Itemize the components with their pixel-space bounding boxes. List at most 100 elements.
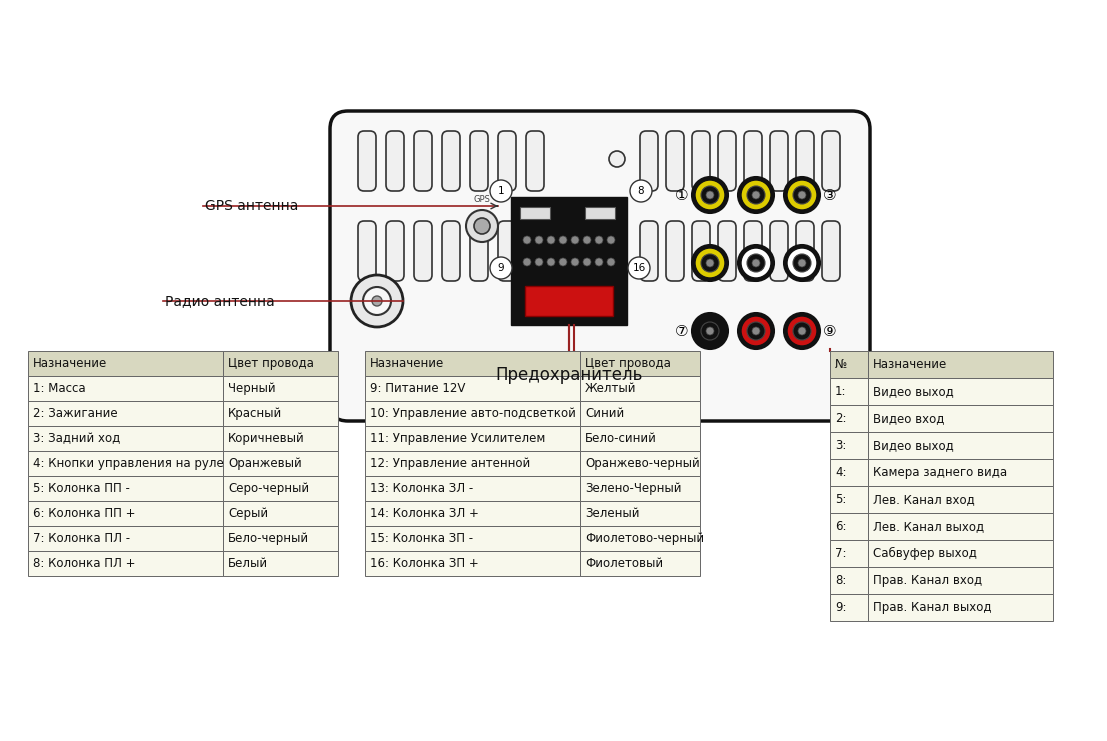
Bar <box>830 540 868 567</box>
Circle shape <box>535 258 544 266</box>
FancyBboxPatch shape <box>823 131 840 191</box>
Bar <box>580 426 700 451</box>
Text: Видео вход: Видео вход <box>873 412 944 425</box>
FancyBboxPatch shape <box>498 131 516 191</box>
Text: Фиолетовый: Фиолетовый <box>584 557 663 570</box>
Circle shape <box>607 258 615 266</box>
Bar <box>223 376 338 401</box>
Text: ⑨: ⑨ <box>824 324 837 339</box>
Circle shape <box>692 177 728 213</box>
Bar <box>223 426 338 451</box>
Circle shape <box>628 257 650 279</box>
Circle shape <box>559 258 567 266</box>
Bar <box>868 567 1053 594</box>
FancyBboxPatch shape <box>470 221 488 281</box>
Bar <box>868 351 1053 378</box>
Bar <box>365 426 580 451</box>
Circle shape <box>594 236 603 244</box>
FancyBboxPatch shape <box>442 221 461 281</box>
Bar <box>830 432 868 459</box>
Circle shape <box>784 245 820 281</box>
Text: 6: Колонка ПП +: 6: Колонка ПП + <box>33 507 135 520</box>
Bar <box>580 551 700 576</box>
Circle shape <box>692 313 728 349</box>
Text: 1: Масса: 1: Масса <box>33 382 85 395</box>
FancyBboxPatch shape <box>442 131 461 191</box>
Circle shape <box>787 316 817 346</box>
FancyBboxPatch shape <box>414 221 432 281</box>
Circle shape <box>752 259 761 267</box>
FancyBboxPatch shape <box>666 221 684 281</box>
Circle shape <box>747 254 765 272</box>
Circle shape <box>583 258 591 266</box>
FancyBboxPatch shape <box>526 221 544 281</box>
Text: 16: Колонка ЗП +: 16: Колонка ЗП + <box>370 557 478 570</box>
Text: 3:: 3: <box>835 439 847 452</box>
FancyBboxPatch shape <box>823 221 840 281</box>
Circle shape <box>523 236 531 244</box>
Bar <box>511 197 627 325</box>
FancyBboxPatch shape <box>640 221 658 281</box>
Bar <box>580 476 700 501</box>
Text: Оранжевый: Оранжевый <box>228 457 302 470</box>
Text: ③: ③ <box>824 187 837 202</box>
Text: Прав. Канал вход: Прав. Канал вход <box>873 574 982 587</box>
Circle shape <box>701 322 720 340</box>
Bar <box>580 351 700 376</box>
Text: GPS антенна: GPS антенна <box>205 199 299 213</box>
Circle shape <box>490 257 513 279</box>
Circle shape <box>559 236 567 244</box>
Circle shape <box>741 248 770 278</box>
FancyBboxPatch shape <box>358 131 376 191</box>
Bar <box>365 376 580 401</box>
Bar <box>365 351 580 376</box>
Circle shape <box>571 258 579 266</box>
Text: ①: ① <box>675 187 689 202</box>
Circle shape <box>474 218 490 234</box>
Text: 16: 16 <box>632 263 645 273</box>
Bar <box>223 451 338 476</box>
FancyBboxPatch shape <box>640 131 658 191</box>
Circle shape <box>738 177 774 213</box>
Circle shape <box>630 180 652 202</box>
Circle shape <box>798 259 806 267</box>
Circle shape <box>793 322 811 340</box>
Bar <box>365 501 580 526</box>
Bar <box>868 459 1053 486</box>
Text: 4:: 4: <box>835 466 847 479</box>
Text: Бело-черный: Бело-черный <box>228 532 309 545</box>
FancyBboxPatch shape <box>718 131 736 191</box>
Bar <box>28 401 223 426</box>
Bar <box>28 426 223 451</box>
Text: Сабвуфер выход: Сабвуфер выход <box>873 547 976 560</box>
Circle shape <box>701 254 720 272</box>
Bar <box>580 376 700 401</box>
Bar <box>868 513 1053 540</box>
Text: Оранжево-черный: Оранжево-черный <box>584 457 700 470</box>
Circle shape <box>609 208 625 224</box>
Text: Синий: Синий <box>584 407 624 420</box>
Text: 3: Задний ход: 3: Задний ход <box>33 432 121 445</box>
Bar <box>830 567 868 594</box>
Bar <box>580 501 700 526</box>
Circle shape <box>609 151 625 167</box>
Bar <box>830 378 868 405</box>
Bar <box>868 378 1053 405</box>
Circle shape <box>351 275 403 327</box>
Bar <box>28 376 223 401</box>
Text: Серый: Серый <box>228 507 268 520</box>
Bar <box>520 207 550 219</box>
Bar <box>868 594 1053 621</box>
FancyBboxPatch shape <box>692 131 710 191</box>
FancyBboxPatch shape <box>744 131 762 191</box>
Circle shape <box>547 236 555 244</box>
Text: 7: Колонка ПЛ -: 7: Колонка ПЛ - <box>33 532 131 545</box>
Bar <box>223 526 338 551</box>
Circle shape <box>571 236 579 244</box>
Circle shape <box>583 236 591 244</box>
Circle shape <box>747 322 765 340</box>
Text: Прав. Канал выход: Прав. Канал выход <box>873 601 992 614</box>
Circle shape <box>752 191 761 199</box>
Text: Лев. Канал вход: Лев. Канал вход <box>873 493 975 506</box>
Text: 7:: 7: <box>835 547 847 560</box>
